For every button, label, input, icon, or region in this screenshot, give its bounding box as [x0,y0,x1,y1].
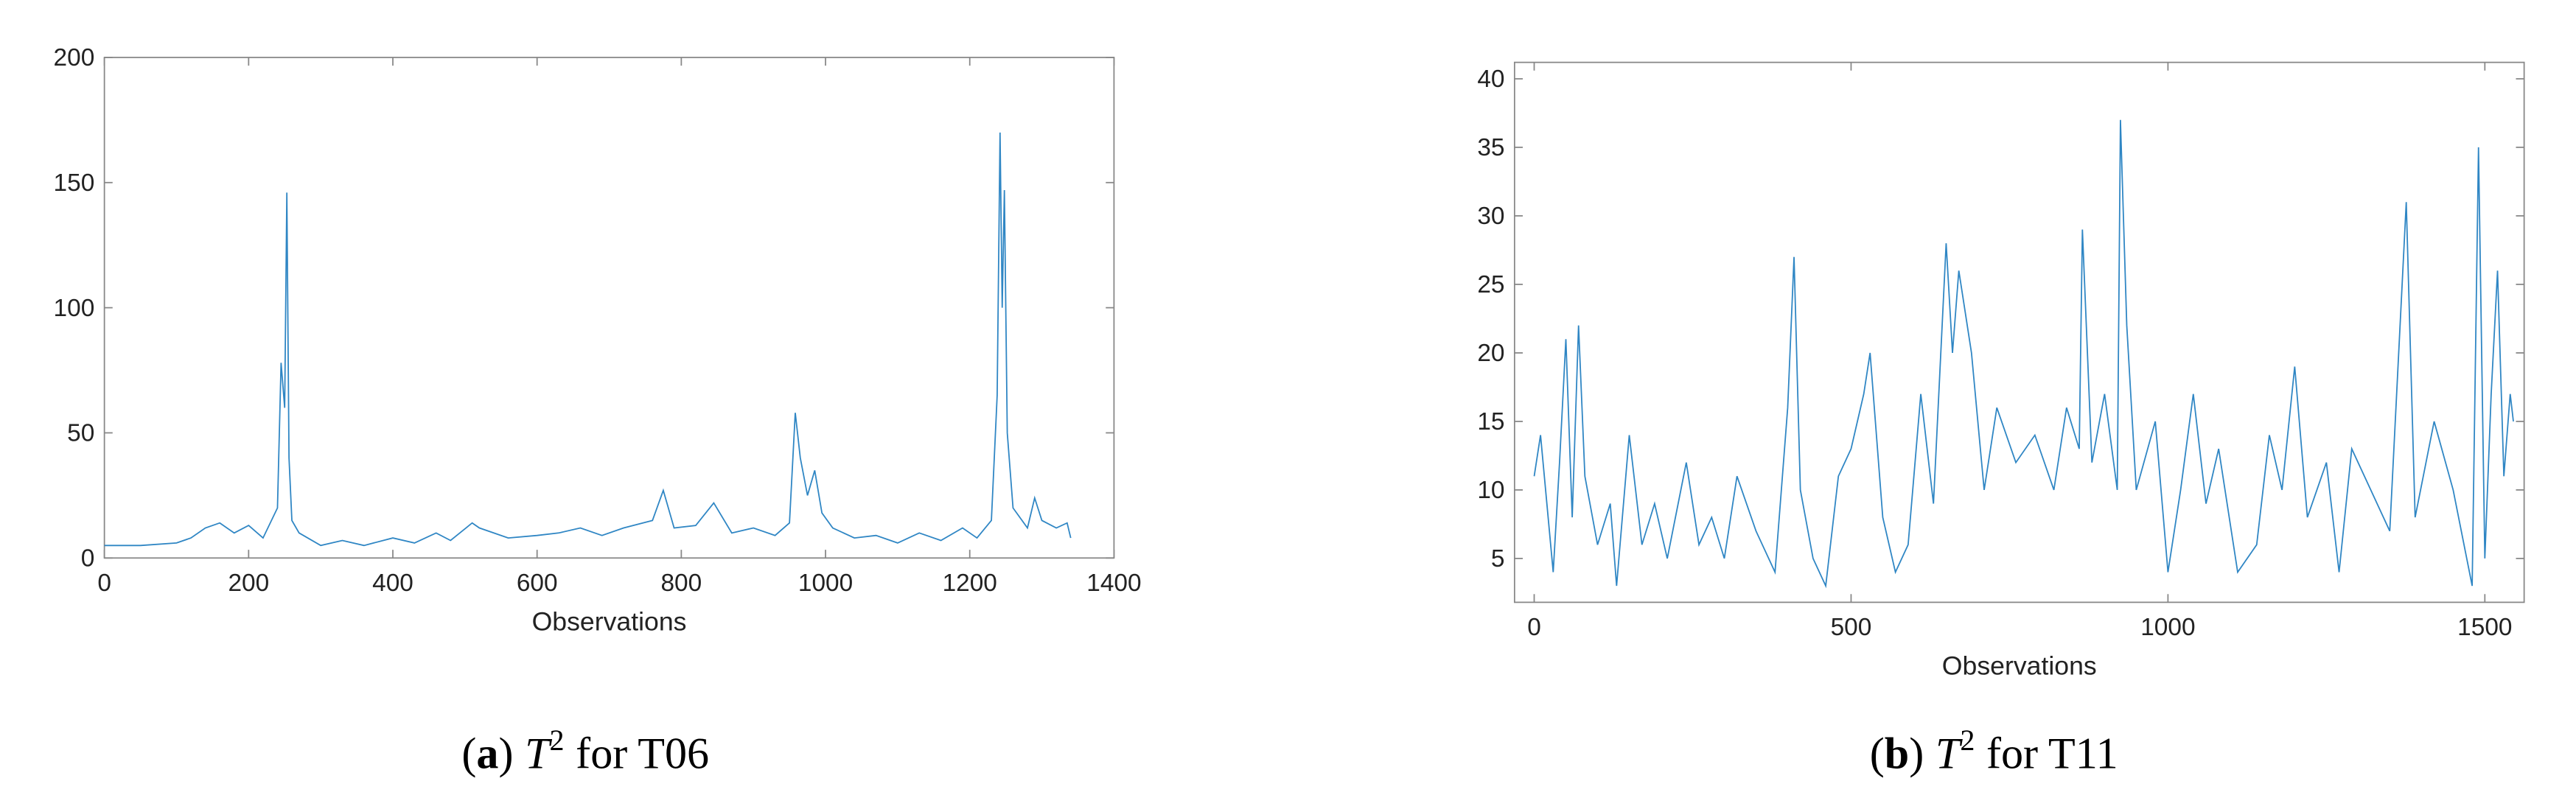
y-tick-label: 15 [1477,408,1504,435]
x-tick-label: 800 [661,570,702,597]
x-tick-label: 500 [1831,614,1872,641]
y-tick-label: 30 [1477,203,1504,230]
chart: 5 10 15 20 25 30 35 40 0 500 1000 1500 Observations (… [1477,61,2525,779]
x-tick-label: 1000 [798,570,853,597]
x-tick-label: 200 [228,570,269,597]
x-tick-label: 1200 [943,570,997,597]
x-axis-label: Observations [532,606,687,636]
x-tick-label: 400 [372,570,413,597]
x-axis-label: Observations [1942,651,2097,680]
caption-open: ( [1870,729,1885,778]
y-tick-label: 0 [81,545,95,572]
data-line [1533,119,2514,589]
caption-close: ) [1909,729,1924,778]
x-tick-label: 0 [1527,614,1541,641]
y-tick-label: 25 [1477,271,1504,298]
data-line [104,132,1072,547]
y-tick-label: 50 [67,420,94,447]
caption-text: for T11 [1986,729,2118,778]
caption-text: for T06 [576,729,709,778]
y-tick-label: 40 [1477,66,1504,93]
x-tick-label: 600 [517,570,558,597]
caption-label: b [1885,729,1909,778]
x-tick-label: 1500 [2457,614,2512,641]
caption-symbol: T [1936,729,1963,778]
caption-superscript: 2 [550,724,565,757]
y-tick-label: 150 [54,169,95,197]
y-tick-label: 35 [1477,134,1504,161]
x-tick-label: 0 [97,570,111,597]
caption-label: a [476,729,498,778]
caption-close: ) [498,729,513,778]
plot-frame [1513,61,2525,603]
caption: (a) T2 for T06 [461,724,709,779]
y-tick-label: 5 [1491,545,1505,573]
caption: (b) T2 for T11 [1870,724,2118,779]
y-tick-label: 10 [1477,477,1504,504]
chart: 0 50 100 150 200 0 200 400 600 800 1000 1200 1400 Obs… [54,44,1142,778]
x-tick-label: 1000 [2140,614,2195,641]
y-tick-label: 100 [54,295,95,322]
caption-symbol: T [525,729,552,778]
y-tick-label: 200 [54,44,95,71]
x-tick-label: 1400 [1086,570,1141,597]
caption-superscript: 2 [1960,724,1975,757]
caption-open: ( [461,729,476,778]
y-tick-label: 20 [1477,340,1504,367]
plot-frame [103,57,1115,559]
